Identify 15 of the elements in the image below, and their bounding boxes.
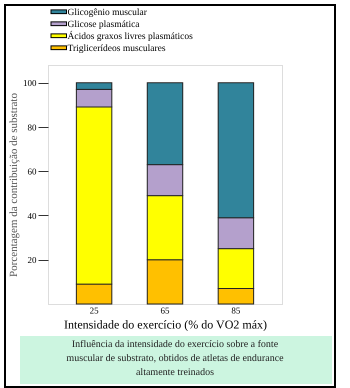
y-tick-label: 100 xyxy=(23,78,37,88)
y-axis-title: Porcentagem da contribuição de substrato xyxy=(8,92,20,277)
y-tick-label: 60 xyxy=(28,166,37,177)
y-tick-label: 80 xyxy=(28,122,37,132)
legend-label: Ácidos graxos livres plasmáticos xyxy=(68,30,194,42)
x-axis-title: Intensidade do exercício (% do VO2 máx) xyxy=(64,318,268,332)
legend-label: Glicogênio muscular xyxy=(68,8,148,18)
x-tick-label: 65 xyxy=(160,306,170,316)
x-tick-label: 85 xyxy=(231,306,241,316)
y-tick-label: 40 xyxy=(28,210,37,221)
y-tick-label: 20 xyxy=(28,255,37,266)
legend-label: Glicose plasmática xyxy=(68,20,140,30)
x-tick-label: 25 xyxy=(90,306,100,316)
text: Influência da intensidade do exercício sobre a fonte muscular de substrato, obtidos de atletas de endurance altamente treinados xyxy=(66,339,284,378)
legend-label: Triglicerídeos musculares xyxy=(68,44,166,54)
